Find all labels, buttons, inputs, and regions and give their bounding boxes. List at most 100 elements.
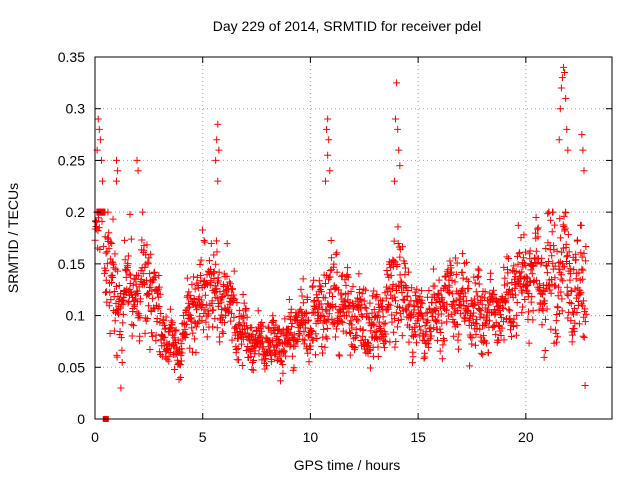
- data-point: [423, 339, 431, 347]
- data-point: [195, 318, 203, 326]
- data-point: [408, 284, 416, 292]
- data-point: [209, 306, 217, 314]
- data-point: [337, 317, 345, 325]
- data-point: [513, 299, 521, 307]
- data-point: [386, 264, 394, 272]
- data-point: [366, 346, 374, 354]
- data-point: [124, 299, 132, 307]
- data-point: [312, 351, 320, 359]
- data-point: [214, 120, 222, 128]
- data-point: [460, 313, 468, 321]
- data-point: [444, 288, 452, 296]
- data-point: [416, 293, 424, 301]
- data-point: [505, 286, 513, 294]
- data-point: [520, 231, 528, 239]
- data-point: [551, 262, 559, 270]
- data-point: [560, 223, 568, 231]
- data-point: [196, 260, 204, 268]
- data-point: [158, 352, 166, 360]
- data-point: [333, 268, 341, 276]
- data-point: [413, 339, 421, 347]
- data-point: [547, 289, 555, 297]
- axis-ticks: 0 0.05 0.1 0.15 0.2 0.25 0.3 0.35 0 5 10 15 20: [58, 49, 612, 445]
- data-point: [483, 339, 491, 347]
- data-point: [107, 296, 115, 304]
- data-point: [133, 308, 141, 316]
- data-point: [235, 321, 243, 329]
- data-point: [127, 235, 135, 243]
- data-point: [429, 265, 437, 273]
- data-point: [401, 271, 409, 279]
- data-point: [542, 262, 550, 270]
- data-point: [434, 289, 442, 297]
- data-point: [98, 217, 106, 225]
- data-point: [446, 257, 454, 265]
- data-point: [442, 306, 450, 314]
- data-point: [388, 311, 396, 319]
- data-point: [317, 283, 325, 291]
- data-point: [390, 177, 398, 185]
- data-point: [347, 287, 355, 295]
- data-point: [234, 345, 242, 353]
- data-point: [438, 294, 446, 302]
- data-point: [571, 319, 579, 327]
- data-point: [137, 295, 145, 303]
- data-point: [570, 327, 578, 335]
- data-point: [107, 272, 115, 280]
- data-point: [366, 299, 374, 307]
- data-point: [299, 275, 307, 283]
- data-point: [543, 281, 551, 289]
- data-point: [409, 353, 417, 361]
- data-point: [176, 361, 184, 369]
- data-point: [464, 277, 472, 285]
- data-point: [369, 320, 377, 328]
- data-point: [460, 293, 468, 301]
- data-point: [118, 359, 126, 367]
- data-point: [349, 283, 357, 291]
- data-point: [529, 307, 537, 315]
- data-point: [582, 310, 590, 318]
- data-point: [561, 224, 569, 232]
- data-point: [567, 270, 575, 278]
- data-point: [408, 332, 416, 340]
- data-point: [521, 295, 529, 303]
- data-point: [431, 282, 439, 290]
- data-point: [202, 318, 210, 326]
- data-point: [558, 248, 566, 256]
- data-point: [505, 305, 513, 313]
- data-point: [392, 337, 400, 345]
- data-point: [207, 278, 215, 286]
- data-point: [549, 208, 557, 216]
- data-point: [405, 338, 413, 346]
- data-point: [305, 358, 313, 366]
- data-point: [572, 256, 580, 264]
- data-point: [124, 260, 132, 268]
- y-tick-label: 0.1: [66, 308, 86, 324]
- data-point: [548, 252, 556, 260]
- data-point: [473, 273, 481, 281]
- data-point: [238, 361, 246, 369]
- data-point: [463, 306, 471, 314]
- data-point: [178, 349, 186, 357]
- data-point: [306, 345, 314, 353]
- data-point: [522, 248, 530, 256]
- data-point: [144, 260, 152, 268]
- data-point: [177, 357, 185, 365]
- data-point: [115, 282, 123, 290]
- data-point: [139, 270, 147, 278]
- data-point: [280, 346, 288, 354]
- data-point: [329, 319, 337, 327]
- data-point: [113, 156, 121, 164]
- data-point: [438, 295, 446, 303]
- data-point: [509, 267, 517, 275]
- data-point: [297, 285, 305, 293]
- data-point: [218, 328, 226, 336]
- x-tick-label: 15: [410, 429, 426, 445]
- data-point: [322, 333, 330, 341]
- data-point: [398, 288, 406, 296]
- data-point: [135, 312, 143, 320]
- data-point: [155, 302, 163, 310]
- data-point: [448, 276, 456, 284]
- data-point: [497, 332, 505, 340]
- grid-lines: [95, 57, 612, 419]
